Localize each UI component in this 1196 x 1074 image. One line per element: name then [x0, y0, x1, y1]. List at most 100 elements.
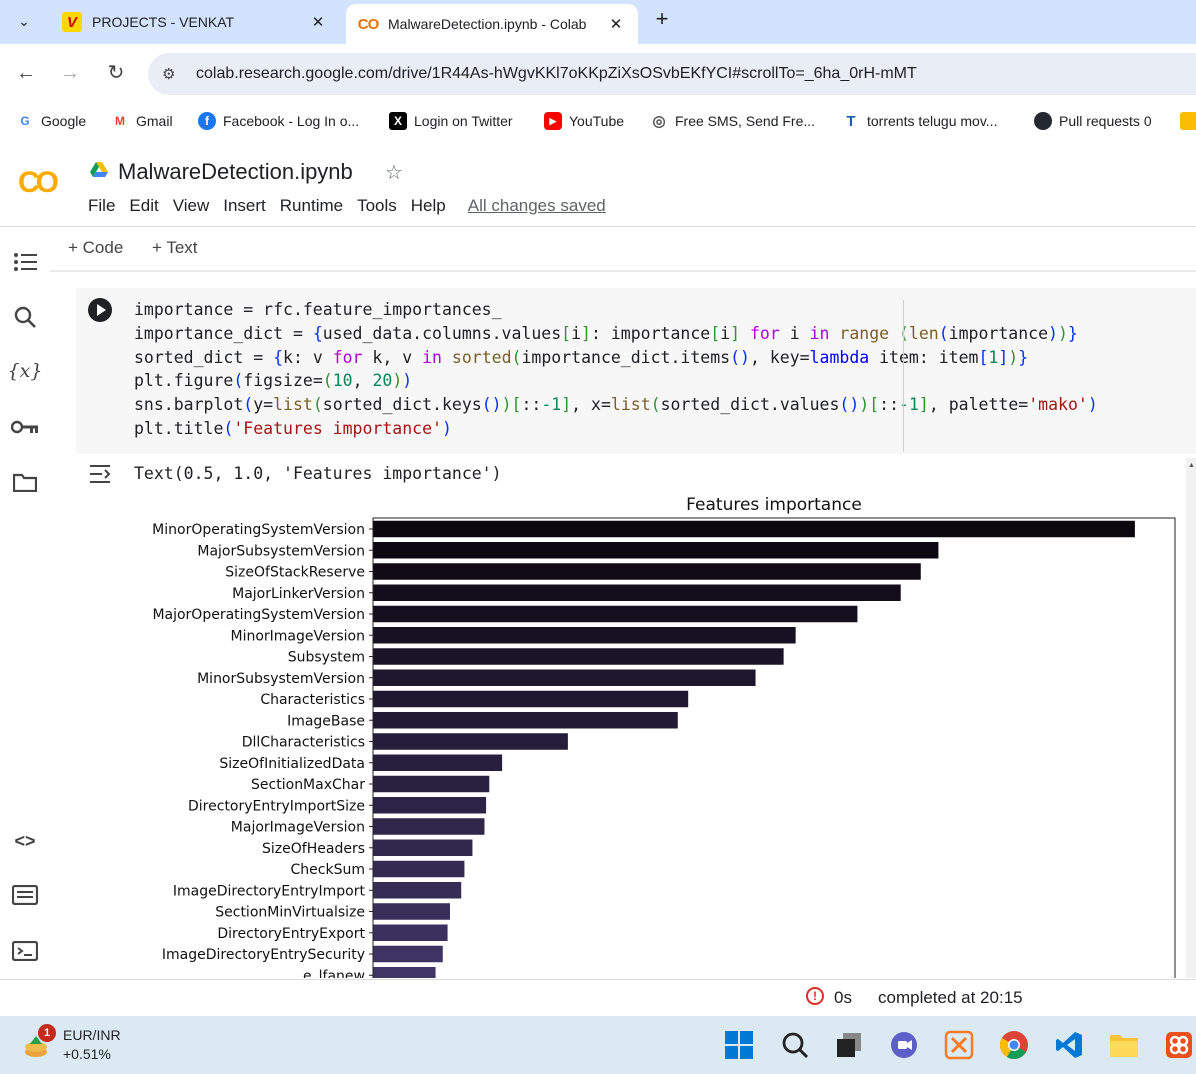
task-view-icon[interactable]: [832, 1028, 866, 1062]
colab-logo[interactable]: CO: [18, 166, 59, 199]
tab-colab[interactable]: CO MalwareDetection.ipynb - Colab ✕: [346, 4, 638, 44]
bookmark-label: Google: [41, 113, 87, 129]
code-cell[interactable]: [76, 288, 1196, 454]
back-arrow-icon[interactable]: ←: [16, 62, 36, 84]
chrome-icon[interactable]: [997, 1028, 1031, 1062]
menu-runtime[interactable]: Runtime: [279, 196, 344, 215]
y-tick-label: ImageDirectoryEntryImport: [173, 883, 366, 899]
bar-MajorLinkerVersion: [373, 584, 901, 601]
google-drive-icon[interactable]: [90, 162, 108, 178]
bookmarks-bar: G Google M Gmail f Facebook - Log In o... X…: [0, 102, 1196, 142]
bookmark-apps[interactable]: [1180, 112, 1196, 130]
bookmark-label: YouTube: [569, 113, 625, 129]
execution-time[interactable]: 0s: [834, 988, 852, 1007]
windows-start-icon[interactable]: [722, 1028, 756, 1062]
code-editor[interactable]: importance = rfc.feature_importances_ im…: [134, 300, 1098, 438]
line-length-ruler: [903, 300, 904, 452]
error-icon[interactable]: !: [806, 987, 824, 1005]
xampp-icon[interactable]: [942, 1028, 976, 1062]
bookmark-label: torrents telugu mov...: [867, 113, 998, 129]
bookmark-twitter[interactable]: X Login on Twitter: [389, 112, 513, 130]
terminal-icon[interactable]: [8, 936, 42, 966]
y-tick-label: MinorImageVersion: [231, 628, 366, 644]
code-snippets-icon[interactable]: <>: [14, 830, 36, 851]
menu-help[interactable]: Help: [410, 196, 446, 215]
bookmark-label: Login on Twitter: [414, 113, 513, 129]
app-icon[interactable]: [1162, 1028, 1196, 1062]
bookmark-gmail[interactable]: M Gmail: [111, 112, 173, 130]
y-tick-label: Subsystem: [288, 650, 365, 666]
bar-e_lfanew: [373, 967, 436, 978]
y-tick-label: ImageBase: [287, 713, 365, 729]
chat-icon[interactable]: [887, 1028, 921, 1062]
menu-edit[interactable]: Edit: [129, 196, 159, 215]
windows-taskbar: 1 EUR/INR +0.51%: [0, 1016, 1196, 1074]
bar-MajorImageVersion: [373, 818, 485, 835]
bookmark-free-sms[interactable]: ◎ Free SMS, Send Fre...: [650, 112, 815, 130]
address-bar[interactable]: ⚙ colab.research.google.com/drive/1R44As…: [148, 53, 1196, 95]
scroll-up-icon[interactable]: ▲: [1188, 462, 1195, 469]
files-folder-icon[interactable]: [8, 467, 42, 497]
save-status-link[interactable]: All changes saved: [467, 196, 606, 215]
secrets-key-icon[interactable]: [8, 412, 42, 442]
reload-icon[interactable]: ↻: [107, 62, 125, 84]
bookmark-google[interactable]: G Google: [16, 112, 86, 130]
bar-CheckSum: [373, 860, 465, 878]
notification-badge: 1: [38, 1024, 56, 1042]
bookmark-pull-requests[interactable]: ● Pull requests 0: [1034, 112, 1152, 130]
search-icon[interactable]: [8, 302, 42, 332]
tab-search-button[interactable]: ⌄: [8, 6, 40, 36]
variables-icon[interactable]: {x}: [7, 360, 43, 382]
status-divider: [0, 979, 1196, 980]
command-palette-icon[interactable]: [8, 880, 42, 910]
y-tick-label: MinorOperatingSystemVersion: [152, 522, 365, 538]
vscode-icon[interactable]: [1052, 1028, 1086, 1062]
y-tick-label: DllCharacteristics: [242, 735, 365, 751]
y-tick-label: e_lfanew: [303, 968, 365, 978]
feature-importance-chart: Features importance MinorOperatingSystem…: [152, 495, 1176, 978]
torrents-icon: T: [846, 112, 856, 130]
header-divider: [0, 226, 1196, 227]
menu-view[interactable]: View: [172, 196, 210, 215]
chart-axes-frame: [372, 517, 1176, 978]
y-tick-label: ImageDirectoryEntrySecurity: [162, 947, 365, 963]
google-icon: G: [20, 114, 30, 128]
apps-grid-icon: [1180, 112, 1196, 130]
completion-status[interactable]: completed at 20:15: [878, 988, 1023, 1007]
widget-change[interactable]: +0.51%: [63, 1046, 111, 1062]
tab-projects[interactable]: V PROJECTS - VENKAT ✕: [50, 0, 340, 44]
currency-widget-icon[interactable]: [22, 1030, 52, 1060]
add-text-cell-button[interactable]: + Text: [152, 238, 198, 257]
notebook-title[interactable]: MalwareDetection.ipynb: [118, 159, 353, 184]
y-tick-label: DirectoryEntryImportSize: [188, 798, 365, 814]
table-of-contents-icon[interactable]: [8, 247, 42, 277]
add-code-cell-button[interactable]: + Code: [68, 238, 124, 257]
bar-Subsystem: [373, 648, 784, 665]
close-icon[interactable]: ✕: [609, 16, 623, 33]
run-cell-button[interactable]: [88, 298, 112, 322]
forward-arrow-icon[interactable]: →: [60, 62, 80, 84]
file-explorer-icon[interactable]: [1107, 1028, 1141, 1062]
site-settings-icon[interactable]: ⚙: [162, 66, 176, 83]
url-text[interactable]: colab.research.google.com/drive/1R44As-h…: [196, 65, 917, 82]
bookmark-youtube[interactable]: ▶ YouTube: [544, 112, 624, 130]
search-icon[interactable]: [778, 1028, 812, 1062]
star-icon[interactable]: ☆: [385, 162, 403, 184]
new-tab-button[interactable]: +: [655, 6, 669, 31]
output-scrollbar[interactable]: [1186, 458, 1196, 978]
bar-ImageDirectoryEntryImport: [373, 882, 462, 899]
youtube-icon: ▶: [544, 112, 562, 130]
bookmark-facebook[interactable]: f Facebook - Log In o...: [198, 112, 359, 130]
y-tick-label: DirectoryEntryExport: [217, 926, 365, 942]
menu-insert[interactable]: Insert: [223, 196, 266, 215]
bar-SectionMaxChar: [373, 775, 490, 793]
tab-title: MalwareDetection.ipynb - Colab: [388, 16, 587, 32]
bar-SizeOfInitializedData: [373, 754, 503, 771]
close-icon[interactable]: ✕: [311, 14, 325, 31]
widget-title[interactable]: EUR/INR: [63, 1027, 121, 1043]
bar-DirectoryEntryExport: [373, 924, 448, 941]
output-toggle-icon[interactable]: [88, 463, 114, 490]
menu-tools[interactable]: Tools: [357, 196, 397, 215]
menu-file[interactable]: File: [88, 196, 116, 215]
